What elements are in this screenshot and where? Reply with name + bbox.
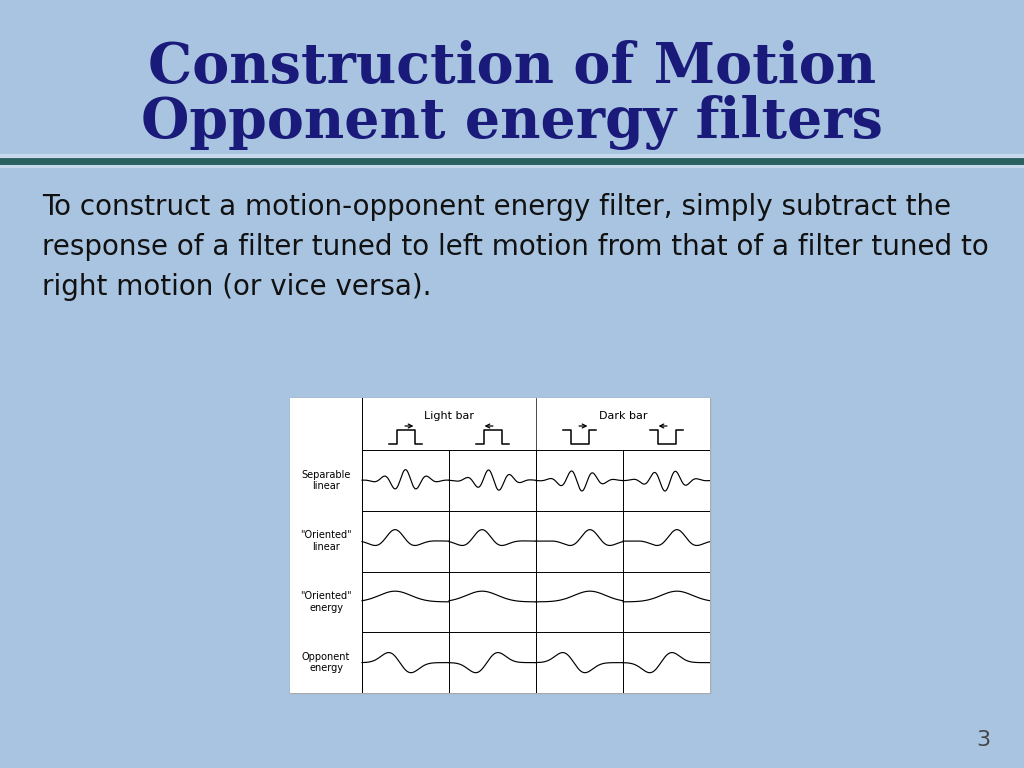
Bar [290,398,710,693]
Text: Opponent
energy: Opponent energy [302,652,350,674]
Text: Separable
linear: Separable linear [301,469,350,492]
Text: To construct a motion-opponent energy filter, simply subtract the
response of a : To construct a motion-opponent energy fi… [42,193,989,301]
Text: Light bar: Light bar [424,411,474,421]
Text: Dark bar: Dark bar [599,411,647,421]
Text: Construction of Motion: Construction of Motion [147,41,877,95]
Text: "Oriented"
energy: "Oriented" energy [300,591,352,613]
Text: Opponent energy filters: Opponent energy filters [141,95,883,151]
Text: 3: 3 [976,730,990,750]
Text: "Oriented"
linear: "Oriented" linear [300,531,352,552]
